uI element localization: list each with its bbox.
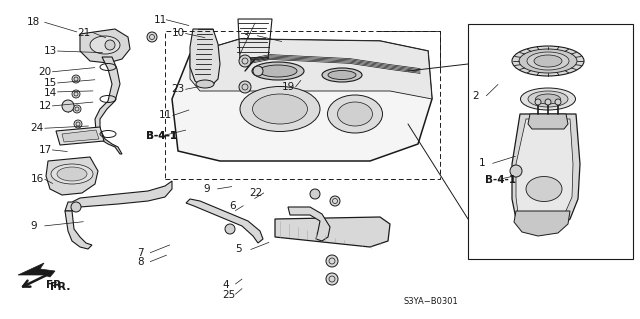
Polygon shape [95,57,122,154]
Circle shape [535,99,541,105]
Ellipse shape [526,176,562,202]
Polygon shape [516,119,573,226]
Circle shape [225,224,235,234]
Ellipse shape [259,65,297,77]
Text: 11: 11 [154,15,167,25]
Text: 23: 23 [172,84,185,94]
Polygon shape [512,114,580,234]
Ellipse shape [322,68,362,82]
Ellipse shape [337,102,372,126]
Ellipse shape [512,46,584,76]
Text: 22: 22 [250,188,263,198]
Circle shape [73,105,81,113]
Text: 14: 14 [44,87,57,98]
Ellipse shape [534,55,562,67]
Polygon shape [80,29,130,63]
Text: S3YA−B0301: S3YA−B0301 [403,297,458,306]
Polygon shape [65,211,92,249]
Text: 19: 19 [282,82,295,92]
Text: 24: 24 [31,123,44,133]
Polygon shape [56,127,104,145]
Text: 11: 11 [159,110,172,121]
Polygon shape [528,114,568,129]
Text: 7: 7 [138,248,144,258]
Circle shape [147,32,157,42]
Circle shape [71,202,81,212]
Circle shape [105,40,115,50]
Circle shape [239,55,251,67]
Text: 9: 9 [31,221,37,231]
Ellipse shape [57,167,87,181]
Polygon shape [275,217,390,247]
Polygon shape [514,211,570,236]
Text: 6: 6 [229,201,236,211]
Text: 17: 17 [38,145,52,155]
Text: B-4-1: B-4-1 [146,130,177,141]
Ellipse shape [328,70,356,79]
Text: 16: 16 [31,174,44,184]
Text: 2: 2 [472,91,479,101]
Text: 21: 21 [77,28,90,39]
Text: 12: 12 [38,101,52,111]
Polygon shape [186,199,263,243]
Polygon shape [46,157,98,195]
Text: 1: 1 [479,158,485,168]
Text: FR.: FR. [46,280,65,290]
Text: 20: 20 [38,67,52,77]
Circle shape [330,196,340,206]
Polygon shape [172,39,432,161]
Ellipse shape [328,95,383,133]
Text: 8: 8 [138,257,144,267]
Circle shape [326,255,338,267]
Circle shape [72,75,80,83]
Text: 5: 5 [236,244,242,255]
Polygon shape [65,181,172,211]
Text: 9: 9 [204,184,210,194]
Ellipse shape [520,88,575,110]
Circle shape [310,189,320,199]
Ellipse shape [528,91,568,107]
Circle shape [74,120,82,128]
Circle shape [253,66,263,76]
Circle shape [72,90,80,98]
Polygon shape [190,29,220,85]
Text: 4: 4 [223,279,229,290]
Text: 25: 25 [223,290,236,300]
Polygon shape [190,39,432,99]
Text: 3: 3 [242,31,248,41]
Ellipse shape [253,94,307,124]
Ellipse shape [90,36,120,54]
Ellipse shape [240,86,320,131]
Circle shape [326,273,338,285]
Circle shape [510,165,522,177]
Circle shape [239,81,251,93]
Text: 10: 10 [172,28,185,39]
Text: B-4-1: B-4-1 [485,175,516,185]
Ellipse shape [252,62,304,80]
Text: 13: 13 [44,46,57,56]
Circle shape [62,100,74,112]
Ellipse shape [196,80,214,88]
Ellipse shape [519,49,577,73]
Circle shape [555,99,561,105]
Circle shape [545,99,551,105]
Ellipse shape [51,164,93,184]
Bar [468,24,633,259]
Polygon shape [62,130,99,142]
Text: FR.: FR. [50,282,70,292]
Polygon shape [288,207,330,241]
Polygon shape [18,263,55,277]
Text: B-4-1: B-4-1 [146,130,177,141]
Ellipse shape [527,52,569,70]
Text: 15: 15 [44,78,57,88]
Ellipse shape [536,94,561,104]
Text: 18: 18 [27,17,40,27]
